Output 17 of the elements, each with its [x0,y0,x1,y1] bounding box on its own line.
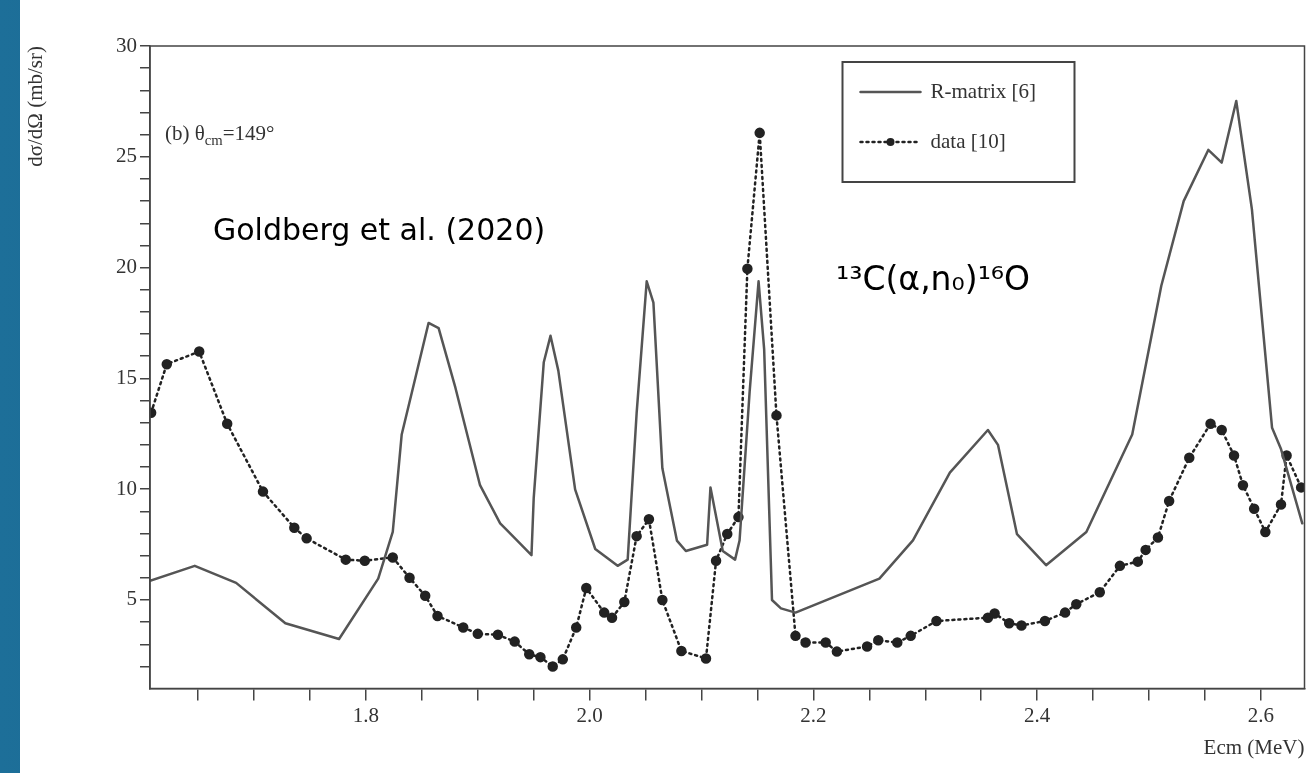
x-tick-label: 2.0 [576,702,603,727]
legend-label: data [10] [930,128,1006,153]
legend-label: R-matrix [6] [930,78,1037,103]
x-tick-label: 1.8 [352,702,380,727]
x-tick-label: 2.2 [800,702,827,727]
y-tick-label: 10 [116,475,137,500]
x-axis-title: Ecm (MeV) [1203,734,1305,759]
y-tick-label: 20 [116,254,137,279]
y-tick-label: 25 [116,143,137,168]
annotation: Goldberg et al. (2020) [213,212,546,247]
y-tick-label: 5 [126,586,137,611]
annotation: ¹³C(α,n₀)¹⁶O [836,259,1031,298]
y-tick-label: 15 [116,364,137,389]
x-tick-label: 2.6 [1247,702,1274,727]
y-tick-label: 30 [116,32,137,57]
y-axis-title: dσ/dΩ (mb/sr) [23,46,48,167]
x-tick-label: 2.4 [1024,702,1051,727]
